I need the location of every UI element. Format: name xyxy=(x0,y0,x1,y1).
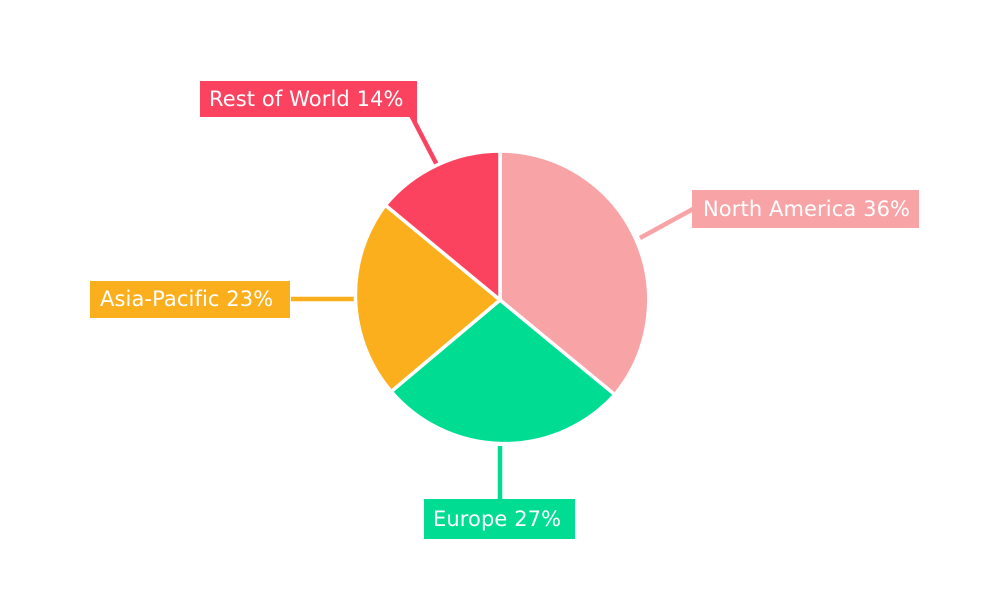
pie-label-europe[interactable]: Europe 27% xyxy=(424,499,575,539)
pie-label-north-america[interactable]: North America 36% xyxy=(692,190,919,228)
pie-slice-north-america[interactable] xyxy=(498,149,651,398)
leader-lines xyxy=(291,113,695,500)
pie-label-asia-pacific-text: Asia-Pacific 23% xyxy=(100,287,274,311)
pie-label-europe-text: Europe 27% xyxy=(433,506,562,531)
pie-label-rest-of-world-text: Rest of World 14% xyxy=(209,86,404,111)
pie-label-rest-of-world[interactable]: Rest of World 14% xyxy=(200,81,417,117)
pie-label-north-america-text: North America 36% xyxy=(703,196,911,221)
leader-line-north-america xyxy=(638,207,695,240)
pie-slice-asia-pacific[interactable] xyxy=(353,202,503,394)
pie-slice-rest-of-world[interactable] xyxy=(382,149,502,304)
leader-line-rest-of-world xyxy=(409,113,439,167)
pie-slice-europe[interactable] xyxy=(388,297,618,446)
pie-label-asia-pacific[interactable]: Asia-Pacific 23% xyxy=(90,281,290,318)
pie-slices xyxy=(353,149,651,446)
